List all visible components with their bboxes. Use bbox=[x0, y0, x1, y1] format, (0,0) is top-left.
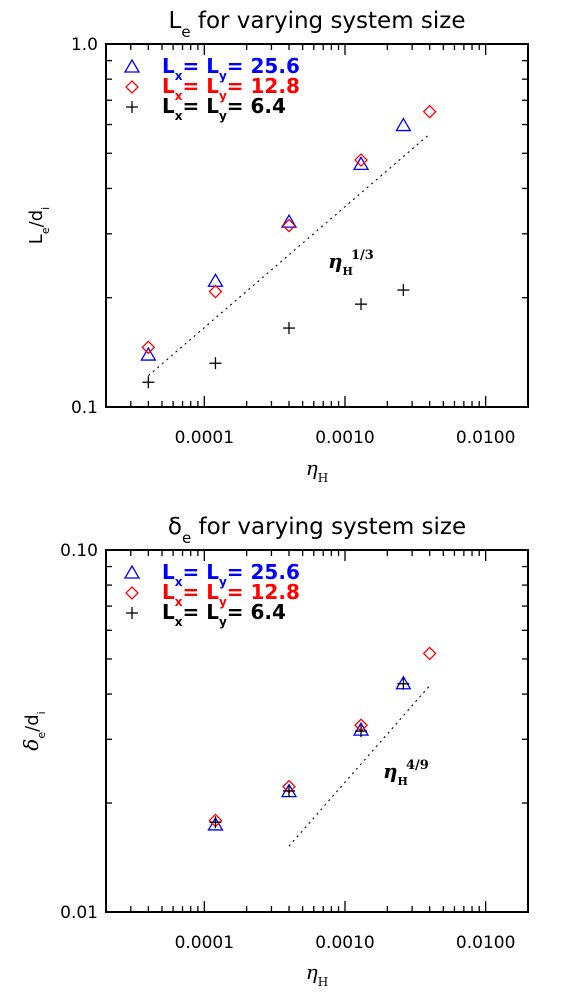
data-point-plus bbox=[209, 357, 222, 370]
data-point-diamond bbox=[422, 646, 437, 661]
legend-label: Lx= Ly= 12.8 bbox=[162, 580, 300, 609]
data-point-diamond bbox=[422, 104, 437, 119]
scaling-annotation: ηH1/3 bbox=[328, 248, 374, 278]
data-point-diamond bbox=[282, 218, 296, 233]
data-point-plus bbox=[355, 725, 368, 738]
data-point-plus bbox=[283, 322, 296, 335]
data-point-plus bbox=[355, 298, 368, 311]
chart-panel-2: 0.0001 0.0010 0.0100 0.01 0.10 δe for varying… bbox=[19, 514, 529, 989]
data-point-diamond bbox=[125, 80, 139, 94]
chart-panel-1: 0.0001 0.0010 0.0100 0.1 1.0 Le for varying s… bbox=[26, 8, 529, 485]
y-tick-label: 0.1 bbox=[71, 398, 98, 418]
series-2 bbox=[125, 80, 437, 355]
data-point-triangle bbox=[123, 564, 141, 579]
data-point-diamond bbox=[125, 586, 139, 600]
x-axis-label: ηH bbox=[306, 456, 328, 485]
scaling-annotation: ηH4/9 bbox=[383, 758, 429, 788]
data-point-triangle bbox=[280, 213, 298, 228]
legend-label: Lx= Ly= 6.4 bbox=[162, 94, 286, 123]
data-point-plus bbox=[126, 607, 138, 619]
legend-label: Lx= Ly= 6.4 bbox=[162, 600, 286, 629]
data-point-triangle bbox=[395, 117, 412, 132]
data-point-plus bbox=[397, 284, 410, 297]
y-tick-label: 0.01 bbox=[60, 903, 98, 923]
x-tick-label: 0.0010 bbox=[315, 428, 374, 448]
x-tick-label: 0.0001 bbox=[175, 428, 234, 448]
fit-line bbox=[147, 133, 431, 377]
x-tick-label: 0.0001 bbox=[175, 933, 234, 953]
plot-frame bbox=[105, 549, 529, 913]
chart-title: Le for varying system size bbox=[168, 8, 465, 41]
data-point-diamond bbox=[141, 340, 156, 355]
y-tick-label: 1.0 bbox=[71, 35, 98, 55]
chart-title: δe for varying system size bbox=[168, 514, 466, 547]
x-axis-label: ηH bbox=[306, 960, 328, 989]
data-point-triangle bbox=[207, 272, 224, 287]
data-point-triangle bbox=[123, 58, 141, 73]
plot-frame bbox=[105, 43, 529, 408]
data-point-triangle bbox=[140, 346, 157, 361]
data-point-diamond bbox=[208, 284, 223, 299]
x-tick-label: 0.0100 bbox=[456, 933, 515, 953]
series-3 bbox=[126, 101, 410, 389]
legend-label: Lx= Ly= 25.6 bbox=[162, 54, 300, 83]
data-point-plus bbox=[283, 784, 296, 797]
legend-label: Lx= Ly= 25.6 bbox=[162, 560, 300, 589]
x-tick-label: 0.0100 bbox=[456, 428, 515, 448]
y-axis-label: Le/di bbox=[26, 207, 52, 244]
x-tick-label: 0.0010 bbox=[315, 933, 374, 953]
data-point-diamond bbox=[354, 153, 368, 167]
data-point-plus bbox=[397, 677, 410, 690]
y-axis-label: δe/di bbox=[19, 711, 48, 750]
data-point-triangle bbox=[207, 816, 224, 831]
data-point-plus bbox=[142, 376, 155, 389]
data-point-plus bbox=[209, 816, 222, 829]
data-point-plus bbox=[126, 101, 138, 113]
series-3 bbox=[126, 607, 410, 829]
y-tick-label: 0.10 bbox=[60, 541, 98, 561]
legend-label: Lx= Ly= 12.8 bbox=[162, 74, 300, 103]
